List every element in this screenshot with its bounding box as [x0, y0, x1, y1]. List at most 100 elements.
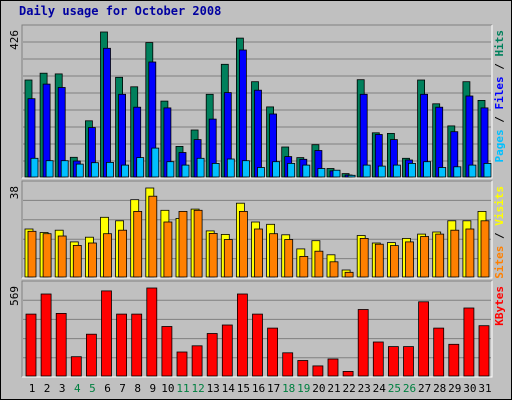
hits-panel-bar-pages	[106, 161, 114, 178]
kbytes-panel-bar-kbytes	[433, 327, 445, 377]
x-tick-label: 21	[327, 382, 340, 395]
hits-panel-bevel-light	[22, 25, 493, 179]
visits-panel-bar-sites	[118, 229, 127, 278]
x-tick-label: 13	[207, 382, 220, 395]
visits-panel-bar-sites	[284, 239, 294, 278]
hits-panel-bar-pages	[453, 166, 462, 178]
hits-panel-bar-pages	[60, 160, 69, 178]
kbytes-panel-bar-kbytes	[403, 346, 414, 377]
visits-panel-bar-sites	[57, 235, 67, 278]
kbytes-panel-bar-kbytes	[327, 358, 339, 377]
x-tick-label: 9	[149, 382, 156, 395]
kbytes-panel-bar-kbytes	[161, 326, 173, 377]
hits-panel-max-label: 426	[8, 30, 21, 50]
hits-panel-bar-pages	[75, 163, 84, 178]
hits-panel-bar-pages	[30, 157, 39, 178]
kbytes-panel-bar-kbytes	[206, 333, 218, 377]
hits-panel-bar-pages	[392, 164, 401, 178]
visits-panel-bar-sites	[344, 271, 354, 278]
side-label-part: Hits	[493, 30, 506, 57]
kbytes-panel-bar-kbytes	[463, 307, 475, 377]
hits-panel-bar-pages	[302, 164, 311, 178]
hits-panel-bar-files	[103, 47, 111, 178]
x-tick-label: 6	[104, 382, 111, 395]
kbytes-panel-bar-kbytes	[342, 370, 354, 377]
x-tick-label: 2	[44, 382, 51, 395]
x-tick-label: 10	[161, 382, 174, 395]
x-tick-label: 19	[297, 382, 310, 395]
kbytes-panel-bar-kbytes	[146, 287, 158, 377]
hits-panel-bar-pages	[347, 174, 356, 178]
kbytes-panel-bar-kbytes	[40, 293, 52, 377]
kbytes-panel-bar-kbytes	[312, 365, 324, 377]
kbytes-panel-bar-kbytes	[131, 313, 143, 377]
visits-panel-bar-sites	[269, 233, 279, 278]
visits-panel-bar-sites	[133, 210, 143, 278]
visits-panel-side-label: Sites / Visits	[493, 186, 506, 279]
x-tick-label: 28	[433, 382, 446, 395]
hits-panel-bar-files	[254, 89, 262, 178]
visits-panel-bar-sites	[389, 245, 399, 278]
hits-panel-bar-pages	[121, 164, 129, 178]
visits-panel-bar-sites	[374, 243, 384, 278]
x-tick-label: 5	[89, 382, 96, 395]
x-tick-label: 12	[191, 382, 204, 395]
x-tick-label: 4	[74, 382, 81, 395]
side-label-part: /	[493, 110, 506, 130]
x-tick-label: 22	[342, 382, 355, 395]
visits-panel-bar-sites	[254, 228, 263, 278]
hits-panel-bar-pages	[423, 161, 432, 178]
x-tick-label: 31	[478, 382, 491, 395]
visits-panel-bar-sites	[42, 233, 52, 278]
x-tick-label: 26	[403, 382, 416, 395]
side-label-part: /	[493, 226, 506, 246]
kbytes-panel-bar-kbytes	[267, 327, 279, 377]
chart-title: Daily usage for October 2008	[19, 4, 222, 18]
visits-panel-bar-sites	[359, 237, 369, 278]
hits-panel-bar-files	[435, 106, 444, 178]
kbytes-panel-bar-kbytes	[372, 341, 384, 377]
side-label-part: /	[493, 57, 506, 77]
kbytes-panel-bar-kbytes	[86, 333, 97, 377]
x-tick-label: 18	[282, 382, 295, 395]
kbytes-panel-bar-kbytes	[176, 351, 188, 377]
x-tick-label: 3	[59, 382, 66, 395]
visits-panel-bar-sites	[163, 221, 173, 278]
hits-panel-bar-pages	[362, 164, 371, 178]
kbytes-panel-bar-kbytes	[418, 301, 430, 377]
x-tick-label: 1	[29, 382, 36, 395]
hits-panel-bar-pages	[91, 162, 99, 178]
kbytes-panel-bar-kbytes	[101, 290, 112, 377]
x-tick-label: 14	[222, 382, 236, 395]
kbytes-panel-bar-kbytes	[70, 356, 82, 377]
visits-panel-bar-sites	[148, 195, 158, 278]
kbytes-panel-side-label: KBytes	[493, 286, 506, 326]
visits-panel-bar-sites	[299, 255, 309, 278]
x-tick-label: 27	[418, 382, 431, 395]
kbytes-panel-bar-kbytes	[252, 313, 263, 377]
hits-panel-bar-pages	[181, 164, 190, 178]
hits-panel-bar-pages	[483, 162, 492, 178]
hits-panel-bar-pages	[226, 158, 235, 178]
side-label-part: Files	[493, 76, 506, 109]
visits-panel-bar-sites	[208, 232, 218, 278]
visits-panel-bar-sites	[178, 210, 188, 278]
hits-panel-bar-pages	[272, 161, 281, 178]
hits-panel-side-label: Pages / Files / Hits	[493, 30, 506, 163]
hits-panel-bar-pages	[332, 169, 341, 178]
kbytes-panel-bar-kbytes	[221, 324, 233, 377]
visits-panel-bar-sites	[329, 261, 339, 278]
hits-panel-bar-pages	[317, 168, 326, 178]
hits-panel-bar-pages	[257, 167, 265, 178]
hits-panel-bar-pages	[408, 162, 416, 178]
hits-panel-bar-files	[238, 49, 247, 178]
visits-panel-bar-sites	[405, 241, 414, 278]
hits-panel-bar-pages	[151, 147, 160, 178]
x-tick-label: 25	[388, 382, 401, 395]
visits-panel-bar-sites	[238, 210, 248, 278]
hits-panel-bar-pages	[377, 165, 386, 178]
visits-panel-bar-sites	[465, 228, 475, 278]
hits-panel-bar-files	[118, 93, 126, 178]
visits-panel-bar-sites	[27, 230, 37, 278]
